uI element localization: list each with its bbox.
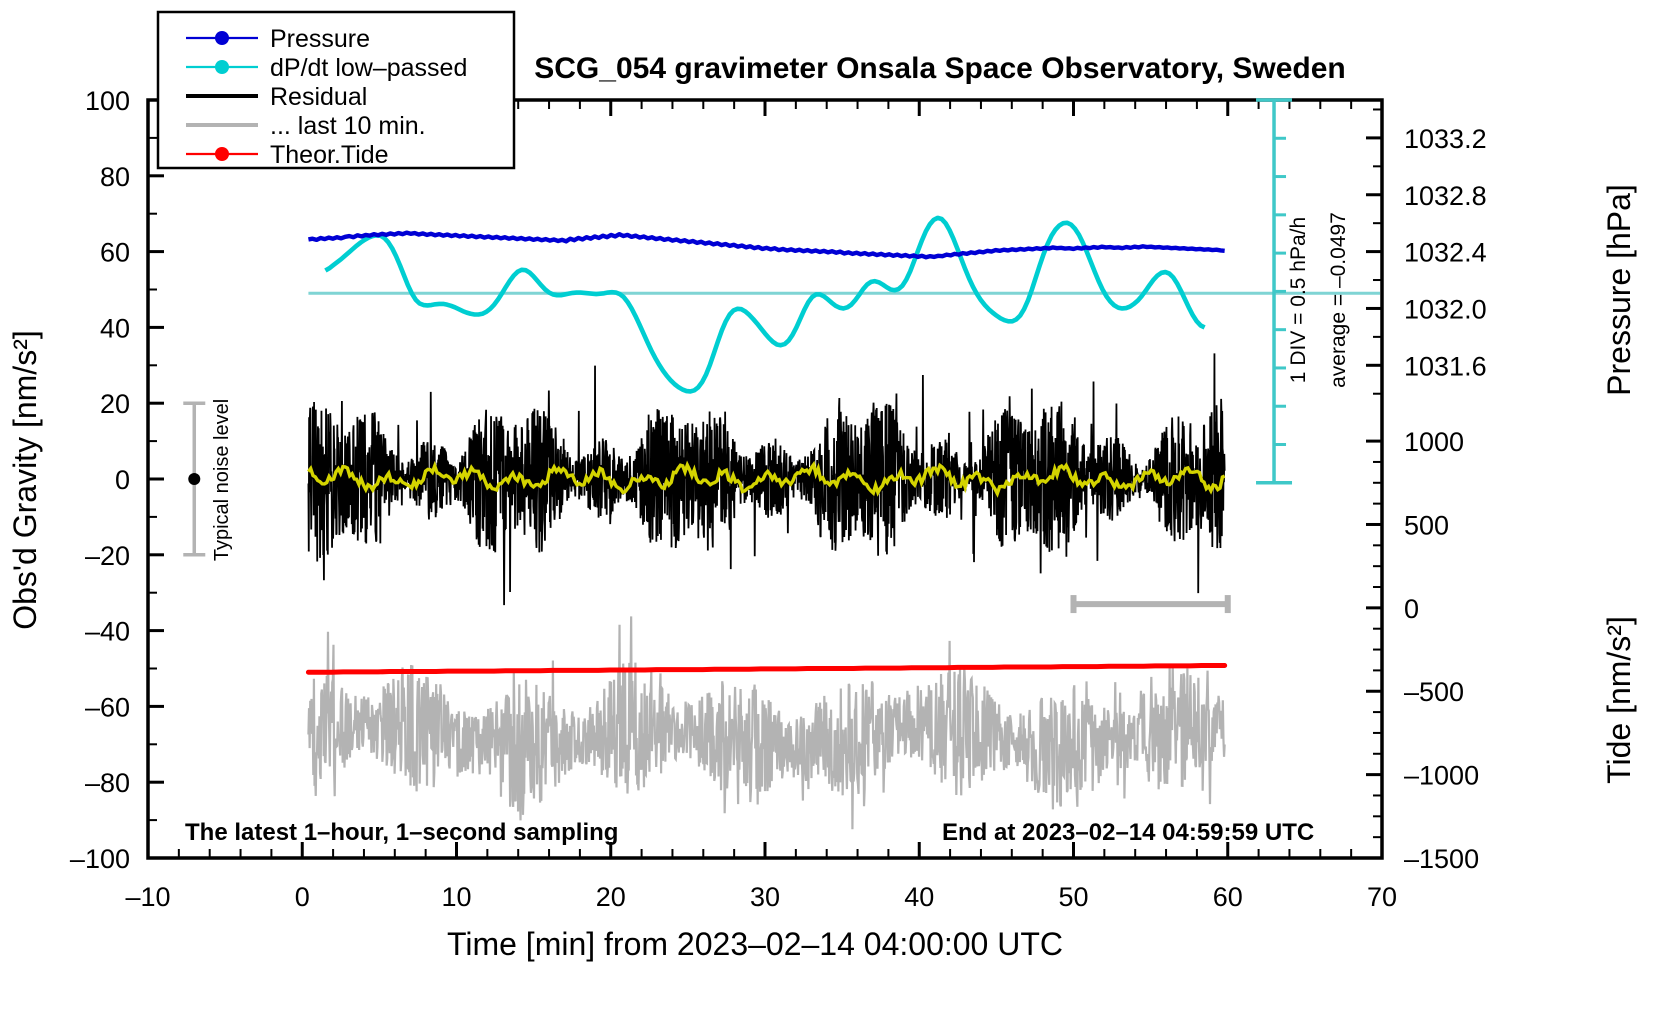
series-dpdt-low-passed	[324, 215, 1206, 394]
legend-swatch-dot	[215, 147, 229, 161]
legend-label: Residual	[270, 83, 367, 111]
y-tick-label: 40	[100, 313, 130, 343]
legend-item-5[interactable]: Theor.Tide	[186, 141, 389, 169]
series-last-10-min	[307, 616, 1226, 830]
tide-tick-label: –500	[1404, 677, 1464, 707]
y-tick-label: –40	[85, 617, 130, 647]
tide-tick-label: 1000	[1404, 427, 1464, 457]
x-tick-label: –10	[125, 882, 170, 912]
legend-label: ... last 10 min.	[270, 112, 426, 140]
x-axis-title: Time [min] from 2023–02–14 04:00:00 UTC	[447, 926, 1063, 962]
noise-center-dot	[188, 473, 201, 485]
x-tick-label: 10	[441, 882, 471, 912]
legend-item-2[interactable]: dP/dt low–passed	[186, 54, 467, 82]
y-tick-label: –100	[70, 844, 130, 874]
legend-swatch-dot	[215, 31, 229, 45]
x-tick-label: 60	[1213, 882, 1243, 912]
pressure-tick-label: 1032.0	[1404, 294, 1487, 324]
y-axis-gravity: –100 –80 –60 –40 –20 0 20 40 60 80 100	[70, 86, 164, 874]
legend-swatch-dot	[215, 60, 229, 74]
tide-tick-label: –1500	[1404, 844, 1479, 874]
x-tick-label: 40	[904, 882, 934, 912]
series-theor-tide	[305, 662, 1228, 675]
pressure-tick-label: 1033.2	[1404, 124, 1487, 154]
legend-item-3[interactable]: Residual	[186, 83, 367, 111]
x-tick-label: 50	[1058, 882, 1088, 912]
x-axis: –10 0 10 20 30 40 50 60 70	[125, 100, 1397, 912]
dpdt-average-label: average = –0.0497	[1327, 212, 1350, 388]
noise-level-label: Typical noise level	[211, 399, 233, 561]
y-axis-title: Obs'd Gravity [nm/s²]	[7, 330, 43, 630]
x-tick-label: 0	[295, 882, 310, 912]
legend-item-4[interactable]: ... last 10 min.	[186, 112, 426, 140]
page-title: SCG_054 gravimeter Onsala Space Observat…	[534, 52, 1346, 85]
pressure-tick-label: 1032.8	[1404, 181, 1487, 211]
x-tick-label: 70	[1367, 882, 1397, 912]
right-axis-pressure-tide: 1031.6 1032.0 1032.4 1032.8 1033.2 –1500 –1000…	[1366, 108, 1487, 874]
y-tick-label: 60	[100, 238, 130, 268]
legend-label: Theor.Tide	[270, 141, 389, 169]
y-tick-label: –80	[85, 768, 130, 798]
y-tick-label: 100	[85, 86, 130, 116]
y-tick-label: –20	[85, 541, 130, 571]
legend-label: Pressure	[270, 25, 370, 53]
y-tick-label: 0	[115, 465, 130, 495]
right-axis-title-tide: Tide [nm/s²]	[1601, 616, 1637, 784]
right-axis-title-pressure: Pressure [hPa]	[1601, 184, 1637, 396]
y-tick-label: 20	[100, 389, 130, 419]
tide-tick-label: 500	[1404, 510, 1449, 540]
y-tick-label: 80	[100, 162, 130, 192]
y-tick-label: –60	[85, 692, 130, 722]
dpdt-div-label: 1 DIV = 0.5 hPa/h	[1287, 217, 1310, 383]
pressure-tick-label: 1032.4	[1404, 238, 1487, 268]
legend-label: dP/dt low–passed	[270, 54, 467, 82]
data-series-group	[305, 215, 1380, 830]
legend-item-1[interactable]: Pressure	[186, 25, 370, 53]
series-pressure	[308, 230, 1225, 260]
tide-tick-label: –1000	[1404, 761, 1479, 791]
x-tick-label: 30	[750, 882, 780, 912]
note-bottom-right: End at 2023–02–14 04:59:59 UTC	[942, 819, 1314, 846]
series-residual-smoothed	[307, 460, 1226, 498]
note-bottom-left: The latest 1–hour, 1–second sampling	[185, 819, 618, 846]
pressure-tick-label: 1031.6	[1404, 351, 1487, 381]
tide-tick-label: 0	[1404, 594, 1419, 624]
plot-annotations	[183, 98, 1293, 614]
x-tick-label: 20	[596, 882, 626, 912]
